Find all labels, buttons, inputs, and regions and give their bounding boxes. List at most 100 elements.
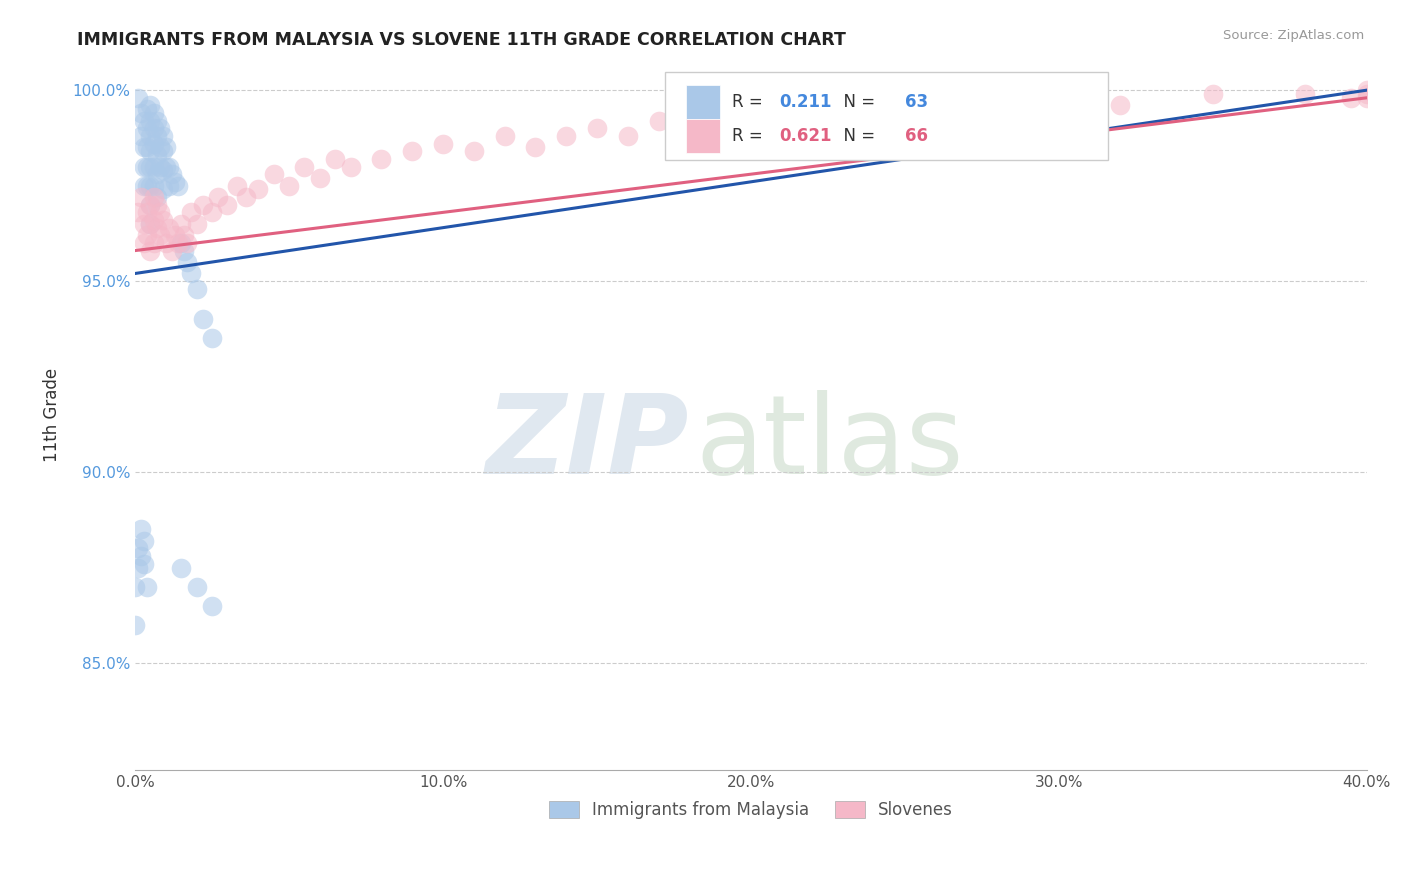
Point (145, 148, 167, 162)
Point (165, 175, 187, 189)
Point (432, 136, 454, 151)
Point (709, 106, 731, 120)
Point (139, 178, 162, 193)
Point (139, 217, 162, 231)
Text: 66: 66 (905, 127, 928, 145)
Point (152, 213, 174, 227)
Point (157, 178, 180, 193)
Point (157, 220, 180, 235)
Point (925, 91, 948, 105)
Point (180, 205, 202, 219)
Point (145, 220, 167, 235)
Point (167, 178, 190, 193)
Point (127, 91, 149, 105)
Point (173, 244, 195, 258)
Point (124, 580, 146, 594)
Point (201, 331, 224, 345)
Legend: Immigrants from Malaysia, Slovenes: Immigrants from Malaysia, Slovenes (543, 794, 959, 826)
Text: 63: 63 (905, 94, 928, 112)
Point (524, 140, 547, 154)
Point (149, 205, 172, 219)
Point (139, 98, 162, 112)
Point (142, 213, 165, 227)
Point (494, 128, 516, 143)
Point (740, 113, 762, 128)
Point (678, 121, 700, 136)
Point (186, 282, 208, 296)
Point (142, 235, 165, 250)
Point (136, 205, 159, 219)
Point (129, 522, 152, 536)
Point (134, 160, 156, 174)
Point (1355, 91, 1378, 105)
Point (142, 106, 165, 120)
Point (139, 113, 162, 128)
Point (207, 190, 229, 204)
Point (136, 228, 159, 243)
Point (170, 235, 193, 250)
Point (129, 106, 152, 120)
Point (157, 160, 180, 174)
Point (124, 618, 146, 632)
Point (173, 228, 195, 243)
Text: 0.621: 0.621 (779, 127, 832, 145)
Point (555, 128, 578, 143)
Point (129, 549, 152, 563)
Point (136, 178, 159, 193)
FancyBboxPatch shape (686, 85, 720, 120)
Point (155, 140, 177, 154)
Point (134, 235, 156, 250)
Point (134, 178, 156, 193)
Point (201, 599, 224, 613)
Point (617, 128, 640, 143)
Point (217, 198, 239, 212)
Point (139, 145, 162, 159)
Text: Source: ZipAtlas.com: Source: ZipAtlas.com (1223, 29, 1364, 42)
Point (134, 557, 156, 571)
Point (308, 171, 330, 186)
Text: IMMIGRANTS FROM MALAYSIA VS SLOVENE 11TH GRADE CORRELATION CHART: IMMIGRANTS FROM MALAYSIA VS SLOVENE 11TH… (77, 31, 846, 49)
Y-axis label: 11th Grade: 11th Grade (44, 368, 60, 462)
Point (152, 145, 174, 159)
Point (136, 140, 159, 154)
Point (170, 217, 193, 231)
Point (136, 102, 159, 116)
Point (149, 140, 172, 154)
Text: ZIP: ZIP (486, 390, 689, 497)
Point (201, 205, 224, 219)
Text: atlas: atlas (696, 390, 965, 497)
Point (165, 228, 187, 243)
Point (145, 198, 167, 212)
FancyBboxPatch shape (686, 119, 720, 153)
Point (1047, 91, 1070, 105)
Text: 0.211: 0.211 (779, 94, 832, 112)
Point (170, 560, 193, 574)
Point (863, 102, 886, 116)
Point (586, 121, 609, 136)
FancyBboxPatch shape (665, 71, 1108, 161)
Point (1355, 87, 1378, 101)
Point (167, 235, 190, 250)
Point (186, 580, 208, 594)
Point (145, 167, 167, 181)
Point (134, 217, 156, 231)
Point (160, 167, 183, 181)
Point (139, 198, 162, 212)
Point (180, 267, 202, 281)
Point (149, 121, 172, 136)
Point (145, 113, 167, 128)
Point (136, 121, 159, 136)
Point (801, 98, 824, 112)
Point (176, 235, 198, 250)
Text: R =: R = (733, 127, 769, 145)
Point (278, 178, 301, 193)
Point (136, 580, 159, 594)
Point (127, 560, 149, 574)
Point (155, 160, 177, 174)
Point (139, 160, 162, 174)
Point (134, 533, 156, 548)
Point (1355, 83, 1378, 97)
Point (145, 190, 167, 204)
Point (142, 190, 165, 204)
Text: N =: N = (834, 94, 880, 112)
